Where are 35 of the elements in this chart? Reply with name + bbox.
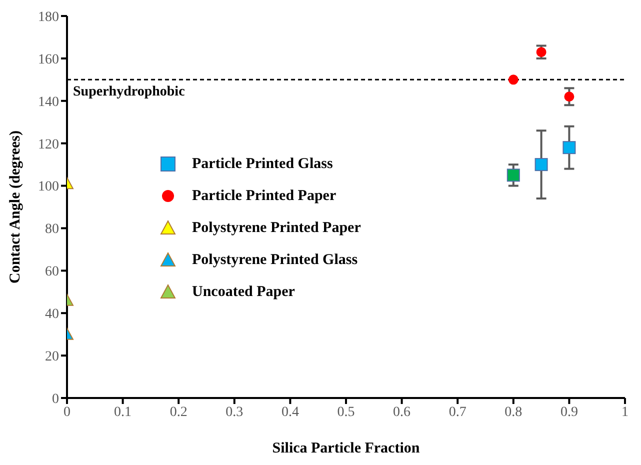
y-tick-label: 80 xyxy=(45,222,59,238)
point xyxy=(564,92,574,102)
point xyxy=(506,168,520,182)
x-tick-label: 1 xyxy=(622,404,628,420)
x-tick-label: 0.1 xyxy=(114,404,132,420)
y-axis-title: Contact Angle (degrees) xyxy=(7,130,24,284)
point xyxy=(508,74,518,85)
point xyxy=(536,47,546,58)
y-tick-label: 20 xyxy=(45,350,59,365)
x-tick-label: 0.2 xyxy=(170,404,188,420)
x-axis-title: Silica Particle Fraction xyxy=(272,440,420,457)
x-tick-label: 0.4 xyxy=(281,404,299,420)
y-tick-label: 160 xyxy=(38,52,59,68)
x-tick-label: 0.6 xyxy=(393,404,411,420)
y-tick-label: 100 xyxy=(38,180,59,195)
x-tick-label: 0.8 xyxy=(504,404,522,420)
legend-label: Particle Printed Glass xyxy=(192,156,333,172)
legend-label: Polystyrene Printed Glass xyxy=(192,252,358,268)
legend-label: Uncoated Paper xyxy=(192,284,295,300)
point xyxy=(562,141,576,154)
y-tick-label: 40 xyxy=(45,307,59,322)
y-tick-label: 60 xyxy=(45,264,59,280)
x-tick-label: 0.7 xyxy=(448,404,466,420)
y-tick-label: 180 xyxy=(38,10,59,25)
y-tick-label: 120 xyxy=(38,137,59,152)
legend-label: Particle Printed Paper xyxy=(192,188,336,204)
x-tick-label: 0.3 xyxy=(226,404,244,420)
y-tick-label: 140 xyxy=(38,94,59,110)
x-tick-label: 0.5 xyxy=(337,404,355,420)
legend-label: Polystyrene Printed Paper xyxy=(192,220,361,236)
x-tick-label: 0 xyxy=(64,404,70,420)
point xyxy=(534,158,548,172)
x-tick-label: 0.9 xyxy=(560,404,578,420)
ref-line-label: Superhydrophobic xyxy=(73,84,185,100)
y-tick-label: 0 xyxy=(52,392,59,407)
